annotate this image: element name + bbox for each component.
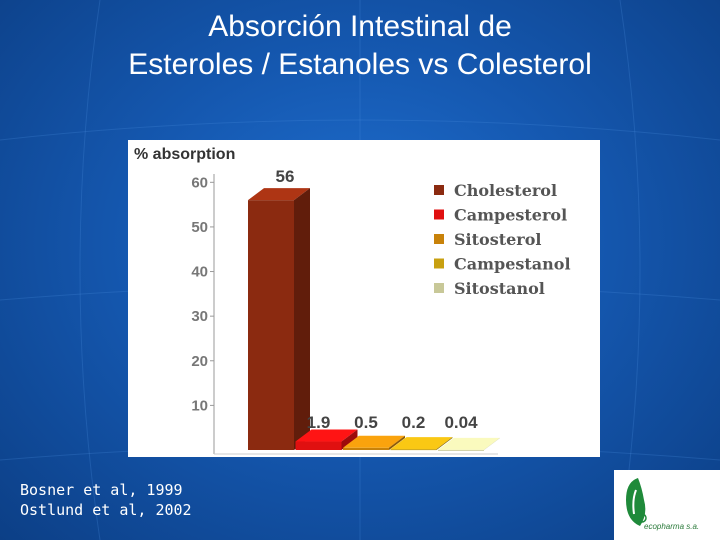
y-tick-label: 50	[191, 219, 208, 236]
legend-swatch-campestanol	[434, 258, 444, 269]
y-axis-label: % absorption	[134, 146, 235, 163]
y-tick-label: 30	[191, 308, 208, 325]
bar-side-sitostanol	[484, 437, 500, 450]
legend-label-cholesterol: Cholesterol	[454, 181, 557, 200]
legend-swatch-sitosterol	[434, 234, 444, 244]
bar-top-campestanol	[390, 437, 453, 450]
bar-side-campestanol	[436, 437, 453, 450]
data-label-campestanol: 0.2	[402, 413, 426, 432]
ecopharma-logo-icon	[626, 478, 647, 526]
y-tick-label: 40	[191, 264, 208, 281]
y-tick-label: 10	[191, 397, 208, 414]
bar-chart: % absorption 10 20 30 40 50 60 56 1.9 0.5 0.2 0.04 C…	[134, 146, 571, 455]
legend-swatch-cholesterol	[434, 185, 444, 195]
legend-label-campestanol: Campestanol	[454, 255, 571, 274]
reference-1: Bosner et al, 1999	[20, 481, 183, 499]
data-label-cholesterol: 56	[276, 167, 295, 186]
y-tick-label: 60	[191, 174, 208, 191]
legend-label-sitostanol: Sitostanol	[454, 279, 545, 298]
logo: ecopharma s.a.	[614, 470, 720, 540]
bar-side-campesterol	[341, 429, 358, 450]
bar-sitostanol	[438, 449, 484, 451]
title-line-1: Absorción Intestinal de	[208, 10, 512, 43]
bar-top-sitostanol	[438, 437, 500, 450]
bar-cholesterol	[248, 200, 294, 450]
logo-text: ecopharma s.a.	[644, 522, 700, 531]
bar-side-cholesterol	[294, 188, 310, 450]
legend-label-sitosterol: Sitosterol	[454, 230, 541, 249]
bar-side-sitosterol	[389, 435, 405, 450]
data-label-sitosterol: 0.5	[354, 413, 378, 432]
bar-top-campesterol	[295, 429, 358, 442]
legend-swatch-campesterol	[434, 209, 444, 220]
y-tick-label: 20	[191, 353, 208, 370]
bar-sitosterol	[343, 447, 389, 450]
slide-title: Absorción Intestinal de Esteroles / Esta…	[0, 8, 720, 84]
bar-top-cholesterol	[248, 188, 310, 201]
references: Bosner et al, 1999 Ostlund et al, 2002	[20, 480, 192, 520]
bar-campestanol	[390, 449, 437, 451]
title-line-2: Esteroles / Estanoles vs Colesterol	[128, 48, 592, 81]
bar-top-sitosterol	[343, 435, 405, 448]
legend-label-campesterol: Campesterol	[454, 206, 567, 225]
reference-2: Ostlund et al, 2002	[20, 501, 192, 519]
data-label-campesterol: 1.9	[307, 413, 331, 432]
bar-campesterol	[295, 441, 342, 450]
data-label-sitostanol: 0.04	[444, 413, 478, 432]
chart-panel: % absorption 10 20 30 40 50 60 56 1.9 0.5 0.2 0.04 C…	[128, 140, 600, 457]
legend-swatch-sitostanol	[434, 283, 444, 293]
